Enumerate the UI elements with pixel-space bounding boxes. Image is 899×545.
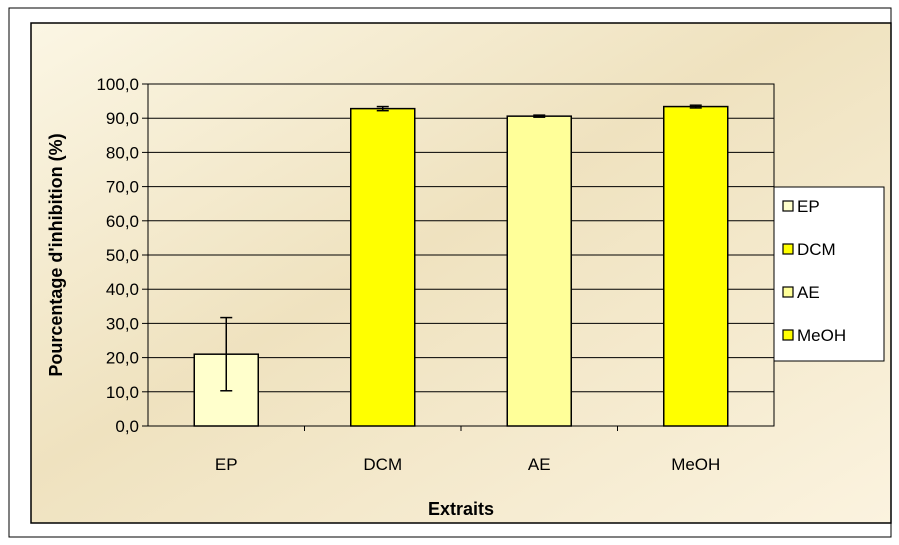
legend-swatch <box>782 200 794 212</box>
x-axis-categories: EP DCM AE MeOH <box>215 426 720 474</box>
x-axis-title: Extraits <box>428 499 494 519</box>
y-tick-label: 30,0 <box>106 314 139 333</box>
legend-swatch <box>782 243 794 255</box>
x-category-label: EP <box>215 455 238 474</box>
y-tick-label: 60,0 <box>106 212 139 231</box>
legend-label: EP <box>797 197 820 216</box>
y-tick-label: 10,0 <box>106 383 139 402</box>
x-category-label: MeOH <box>671 455 720 474</box>
y-tick-label: 0,0 <box>115 417 139 436</box>
y-tick-label: 100,0 <box>96 75 139 94</box>
y-tick-label: 70,0 <box>106 178 139 197</box>
legend: EP DCM AE MeOH <box>782 197 846 345</box>
legend-swatch <box>782 286 794 298</box>
legend-label: AE <box>797 283 820 302</box>
x-category-label: AE <box>528 455 551 474</box>
legend-label: MeOH <box>797 326 846 345</box>
bar-ae <box>506 115 572 427</box>
y-tick-label: 90,0 <box>106 109 139 128</box>
y-tick-label: 80,0 <box>106 143 139 162</box>
x-category-label: DCM <box>363 455 402 474</box>
y-axis-title: Pourcentage d'inhibition (%) <box>46 133 66 376</box>
bar-meoh <box>663 105 729 427</box>
y-axis-ticks: 0,0 10,0 20,0 30,0 40,0 50,0 60,0 70,0 80,0 90,0 1… <box>96 75 148 436</box>
legend-label: DCM <box>797 240 836 259</box>
chart-area <box>30 22 892 524</box>
y-tick-label: 50,0 <box>106 246 139 265</box>
y-tick-label: 20,0 <box>106 349 139 368</box>
bar-dcm <box>350 107 416 427</box>
legend-swatch <box>782 329 794 341</box>
bars <box>193 104 729 427</box>
y-tick-label: 40,0 <box>106 280 139 299</box>
